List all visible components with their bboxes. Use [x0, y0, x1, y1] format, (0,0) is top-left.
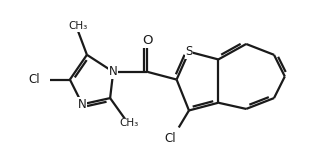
Text: Cl: Cl [28, 73, 39, 86]
Text: N: N [109, 65, 118, 78]
Text: Cl: Cl [165, 132, 176, 145]
Text: CH₃: CH₃ [68, 21, 87, 31]
Text: CH₃: CH₃ [119, 118, 138, 128]
Text: N: N [78, 98, 87, 111]
Text: O: O [142, 34, 152, 47]
Text: S: S [185, 45, 193, 58]
